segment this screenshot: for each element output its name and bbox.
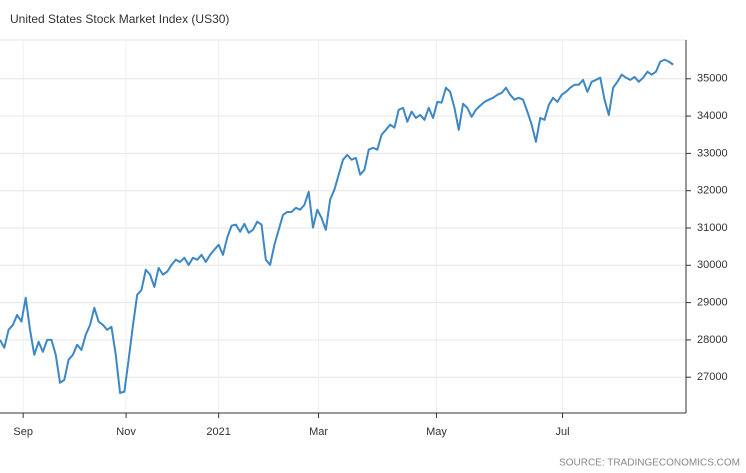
y-tick-label: 28000 xyxy=(697,334,728,346)
y-tick-label: 30000 xyxy=(697,259,728,271)
chart-title: United States Stock Market Index (US30) xyxy=(10,12,229,26)
x-tick-label: Sep xyxy=(13,426,33,438)
line-series xyxy=(0,58,674,394)
x-tick-label: 2021 xyxy=(206,426,230,438)
y-tick-label: 34000 xyxy=(697,110,728,122)
y-tick-label: 32000 xyxy=(697,185,728,197)
x-tick-label: Jul xyxy=(555,426,569,438)
y-tick-label: 33000 xyxy=(697,147,728,159)
y-tick-label: 27000 xyxy=(697,371,728,383)
y-tick-label: 29000 xyxy=(697,296,728,308)
x-tick-label: Nov xyxy=(116,426,136,438)
y-tick-label: 35000 xyxy=(697,73,728,85)
x-tick-label: May xyxy=(426,426,447,438)
y-tick-label: 31000 xyxy=(697,222,728,234)
source: SOURCE: TRADINGECONOMICS.COM xyxy=(559,458,740,468)
x-tick-label: Mar xyxy=(309,426,328,438)
